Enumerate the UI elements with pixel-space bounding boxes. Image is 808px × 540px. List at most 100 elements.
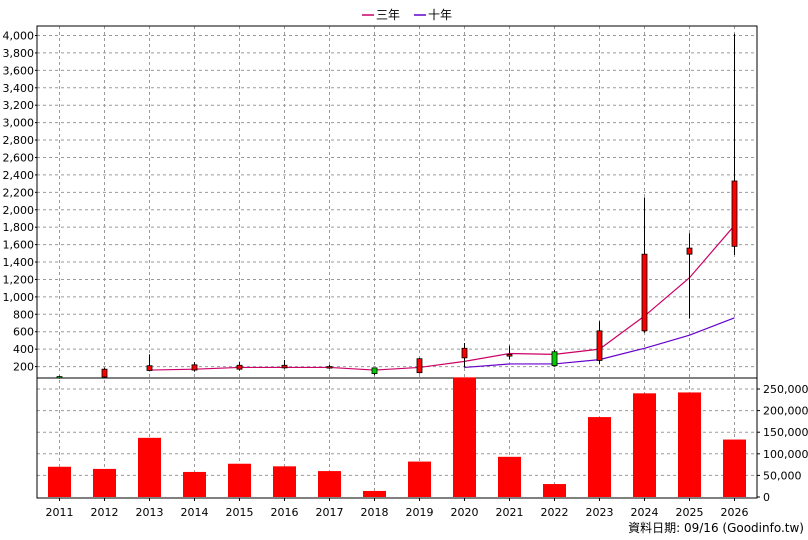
price-tick-label: 2,000	[3, 204, 35, 217]
price-tick-label: 1,200	[3, 273, 35, 286]
price-tick-label: 4,000	[3, 30, 35, 43]
candle	[461, 343, 468, 368]
volume-bar	[138, 437, 161, 497]
volume-bar	[453, 377, 476, 497]
volume-bar	[723, 439, 746, 497]
volume-tick-label: 50,000	[763, 469, 802, 482]
year-label: 2016	[271, 506, 299, 519]
year-label: 2026	[721, 506, 749, 519]
price-tick-label: 3,600	[3, 64, 35, 77]
ma-line-three-year	[149, 225, 735, 371]
candle	[641, 197, 648, 333]
price-tick-label: 200	[13, 361, 34, 374]
year-label: 2012	[91, 506, 119, 519]
candlesticks	[56, 33, 738, 379]
candle	[731, 33, 738, 256]
candle-body	[416, 358, 423, 374]
candle-body	[506, 353, 513, 357]
price-tick-label: 2,400	[3, 169, 35, 182]
year-label: 2024	[631, 506, 659, 519]
volume-bar	[48, 466, 71, 497]
candle	[596, 321, 603, 364]
volume-bar	[633, 393, 656, 497]
candle-body	[281, 364, 288, 369]
volume-tick-label: 150,000	[763, 426, 808, 439]
price-tick-label: 3,400	[3, 82, 35, 95]
candle	[551, 350, 558, 367]
price-tick-label: 1,000	[3, 291, 35, 304]
volume-axis: 0 50,000 100,000 150,000 200,000 250,000	[757, 383, 808, 504]
price-tick-label: 2,800	[3, 134, 35, 147]
volume-bar	[588, 417, 611, 497]
candle-body	[686, 247, 693, 255]
year-label: 2023	[586, 506, 614, 519]
candle	[686, 233, 693, 319]
candle-body	[641, 253, 648, 332]
legend-label: 十年	[428, 8, 452, 22]
price-tick-label: 2,200	[3, 186, 35, 199]
price-tick-label: 3,800	[3, 47, 35, 60]
candle	[146, 354, 153, 372]
volume-tick-label: 0	[763, 491, 770, 504]
volume-bar	[543, 484, 566, 497]
plot-frame	[36, 25, 758, 499]
price-tick-label: 3,000	[3, 117, 35, 130]
year-label: 2018	[361, 506, 389, 519]
candle-body	[596, 330, 603, 361]
candle-body	[551, 351, 558, 367]
year-label: 2014	[181, 506, 209, 519]
candle	[371, 367, 378, 376]
volume-tick-label: 250,000	[763, 383, 808, 396]
candle-body	[56, 376, 63, 379]
price-tick-label: 400	[13, 343, 34, 356]
candle-body	[101, 368, 108, 378]
volume-bar	[678, 392, 701, 497]
candle-body	[191, 364, 198, 371]
year-label: 2017	[316, 506, 344, 519]
candle	[56, 375, 63, 379]
year-label: 2021	[496, 506, 524, 519]
volume-bar	[273, 466, 296, 497]
price-tick-label: 1,600	[3, 239, 35, 252]
price-tick-label: 3,200	[3, 99, 35, 112]
volume-bar	[183, 471, 206, 497]
year-label: 2013	[136, 506, 164, 519]
candle	[236, 361, 243, 371]
volume-bar	[318, 471, 341, 497]
price-tick-label: 2,600	[3, 151, 35, 164]
legend-label: 三年	[376, 8, 400, 22]
price-tick-label: 800	[13, 308, 34, 321]
year-label: 2022	[541, 506, 569, 519]
volume-bar	[93, 468, 116, 497]
candle-body	[236, 364, 243, 370]
data-date-footer: 資料日期: 09/16 (Goodinfo.tw)	[628, 521, 804, 535]
candle	[101, 367, 108, 378]
year-label: 2015	[226, 506, 254, 519]
candle-body	[371, 367, 378, 374]
price-tick-label: 600	[13, 326, 34, 339]
candle-body	[326, 366, 333, 369]
volume-bar	[498, 456, 521, 497]
volume-bar	[408, 461, 431, 497]
candle-body	[731, 180, 738, 247]
volume-tick-label: 200,000	[763, 405, 808, 418]
year-label: 2020	[451, 506, 479, 519]
legend: 三年 十年	[362, 8, 452, 22]
candle-body	[461, 347, 468, 359]
candle	[281, 360, 288, 369]
candle	[326, 364, 333, 369]
candle	[506, 345, 513, 360]
x-axis: 2011 2012 2013 2014 2015 2016 2017 2018 2019 2020…	[46, 498, 749, 519]
candle	[191, 362, 198, 372]
year-label: 2019	[406, 506, 434, 519]
year-label: 2011	[46, 506, 74, 519]
candle-body	[146, 365, 153, 371]
candle	[416, 357, 423, 374]
volume-bar	[363, 490, 386, 497]
price-tick-label: 1,800	[3, 221, 35, 234]
year-label: 2025	[676, 506, 704, 519]
volume-bar	[228, 463, 251, 497]
price-tick-label: 1,400	[3, 256, 35, 269]
price-axis: 200 400 600 800 1,000 1,200 1,400 1,600 1,800 2,0…	[3, 30, 37, 374]
